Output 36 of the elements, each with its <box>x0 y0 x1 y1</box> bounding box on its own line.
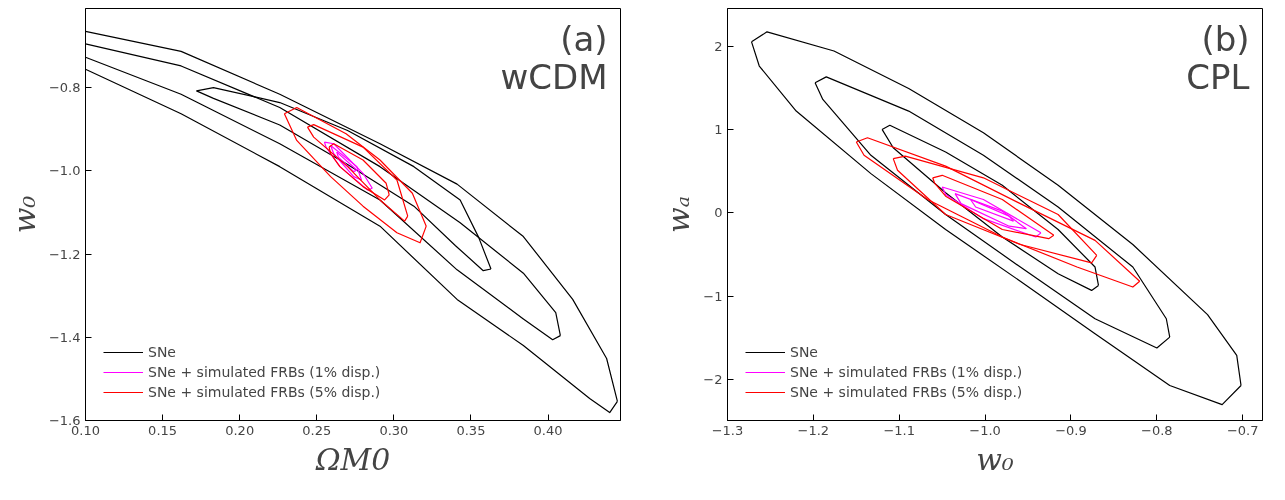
y-tick-label: −1.2 <box>48 246 81 262</box>
annotation: (a) <box>560 18 608 59</box>
y-tick-label: −1 <box>703 288 723 304</box>
legend-label: SNe + simulated FRBs (1% disp.) <box>790 364 1023 380</box>
x-tick-label: 0.25 <box>302 422 332 438</box>
x-tick-label: −1.1 <box>883 422 916 438</box>
annotation: (b) <box>1201 18 1250 59</box>
annotation: CPL <box>1186 56 1250 97</box>
x-tick-label: 0.35 <box>456 422 486 438</box>
x-axis-title: w₀ <box>976 441 1014 477</box>
y-axis-title: wₐ <box>661 196 697 233</box>
annotation: wCDM <box>500 56 608 97</box>
legend-label: SNe <box>148 344 176 360</box>
y-tick-label: −1.4 <box>48 329 81 345</box>
y-tick-label: 2 <box>714 38 723 54</box>
x-tick-label: −0.9 <box>1055 422 1087 438</box>
x-tick-label: −0.8 <box>1141 422 1173 438</box>
y-axis-title: w₀ <box>6 195 42 234</box>
x-tick-label: 0.40 <box>533 422 563 438</box>
x-tick-label: −1.2 <box>797 422 830 438</box>
y-tick-label: 0 <box>714 205 723 221</box>
legend-label: SNe + simulated FRBs (5% disp.) <box>148 384 381 400</box>
x-tick-label: 0.15 <box>148 422 178 438</box>
x-axis-title: ΩM0 <box>314 441 391 477</box>
x-tick-label: 0.20 <box>225 422 255 438</box>
legend-label: SNe + simulated FRBs (5% disp.) <box>790 384 1023 400</box>
x-tick-label: −1.3 <box>711 422 744 438</box>
y-tick-label: −1.0 <box>48 163 81 179</box>
legend-label: SNe <box>790 344 818 360</box>
x-tick-label: −1.0 <box>969 422 1001 438</box>
legend-label: SNe + simulated FRBs (1% disp.) <box>148 364 381 380</box>
y-tick-label: −0.8 <box>48 80 81 96</box>
x-tick-label: 0.30 <box>379 422 409 438</box>
y-tick-label: 1 <box>714 121 723 137</box>
x-tick-label: −0.7 <box>1226 422 1259 438</box>
y-tick-label: −2 <box>703 372 723 388</box>
